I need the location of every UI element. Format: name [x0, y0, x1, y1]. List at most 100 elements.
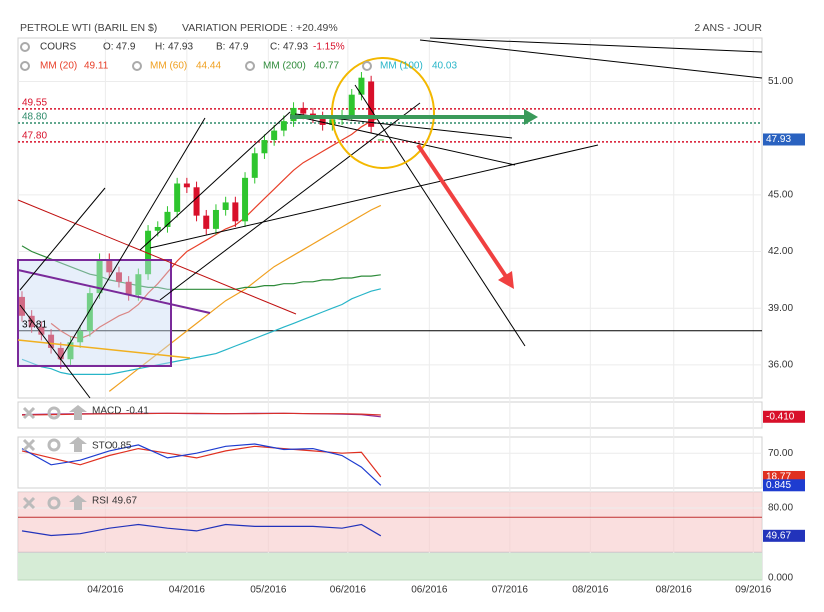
y-tick-label: 45.00 [768, 189, 793, 200]
legend-value: 40.03 [432, 61, 457, 72]
gear-icon[interactable] [47, 496, 61, 510]
price-tag-box [763, 479, 805, 492]
trend-line [429, 37, 763, 53]
candle-body [251, 153, 258, 178]
close-icon[interactable] [22, 496, 36, 510]
candle-body [145, 230, 152, 275]
move-icon[interactable] [69, 495, 87, 510]
arrow-head [524, 109, 538, 125]
gear-icon[interactable] [47, 406, 61, 420]
legend-value: 49.11 [84, 61, 109, 72]
x-tick-label: 05/2016 [250, 585, 287, 596]
arrow [416, 143, 509, 280]
legend-label: COURS [40, 42, 76, 53]
candle-body [125, 281, 132, 296]
price-tag: 18.77 [766, 472, 791, 483]
candle-body [57, 347, 64, 360]
trend-line [289, 114, 516, 166]
ohlc-value: 47.93 [168, 42, 193, 53]
toolbar-icons [20, 42, 372, 510]
mark-layer [18, 72, 384, 537]
y-tick-label: 36.00 [768, 360, 793, 371]
candle-body [319, 117, 326, 125]
moving-average [21, 288, 381, 375]
candle-body [232, 202, 239, 222]
candle-body [115, 272, 122, 282]
candle-body [290, 107, 297, 122]
y-tick-label: 42.00 [768, 246, 793, 257]
gear-icon[interactable] [47, 438, 61, 452]
candle-body [271, 130, 278, 141]
moving-average [21, 245, 381, 290]
indicator-line [21, 412, 381, 416]
candle-body [154, 226, 161, 231]
gear-icon[interactable] [245, 61, 255, 71]
trend-line [17, 199, 297, 315]
trend-line [19, 304, 91, 399]
indicator-value: 0.85 [112, 441, 132, 452]
price-tag-box [763, 410, 805, 423]
price-tag: 0.845 [766, 480, 791, 491]
candle-body [48, 334, 55, 348]
price-tag: 47.93 [766, 134, 791, 145]
ohlc-value: 47.9 [229, 42, 249, 53]
candle-body [212, 209, 219, 229]
close-icon[interactable] [22, 406, 36, 420]
grid-layer [17, 37, 763, 581]
gear-icon[interactable] [20, 61, 30, 71]
x-tick-label: 08/2016 [656, 585, 693, 596]
indicator-line [21, 445, 382, 478]
move-icon[interactable] [69, 405, 87, 420]
legend-value: 44.44 [196, 61, 221, 72]
change-label: -1.15% [313, 42, 345, 53]
gear-icon[interactable] [20, 42, 30, 52]
candle-body [261, 140, 268, 154]
gear-icon[interactable] [362, 61, 372, 71]
candle-body [174, 183, 181, 212]
y-tick-label: 80.00 [768, 503, 793, 514]
candle-body [368, 81, 375, 127]
indicator-value: 49.67 [112, 496, 137, 507]
legend-value: 40.77 [314, 61, 339, 72]
candle-body [280, 121, 287, 131]
candle-body [28, 315, 35, 328]
x-tick-label: 06/2016 [411, 585, 448, 596]
candle-body [348, 94, 355, 116]
y-tick-label: 0.000 [768, 573, 793, 584]
move-icon[interactable] [69, 437, 87, 452]
moving-average [108, 204, 382, 392]
ohlc-label: O: [103, 42, 114, 53]
trend-line [19, 187, 106, 291]
ohlc-label: C: [270, 42, 280, 53]
level-label: 49.55 [22, 98, 47, 109]
candle-body [193, 187, 200, 216]
gear-icon[interactable] [132, 61, 142, 71]
close-icon[interactable] [22, 438, 36, 452]
indicator-label: RSI [92, 496, 109, 507]
highlight-circle [331, 57, 435, 169]
level-label: 48.80 [22, 112, 47, 123]
arrow-head [498, 271, 514, 289]
candle-body [86, 293, 93, 331]
level-label: 47.80 [22, 131, 47, 142]
ohlc-label: B: [216, 42, 225, 53]
candle-body [77, 330, 84, 343]
legend-name: MM (20) [40, 61, 77, 72]
price-tag: 49.67 [766, 530, 791, 541]
candle-body [358, 77, 365, 95]
ohlc-label: H: [155, 42, 165, 53]
x-tick-label: 04/2016 [169, 585, 206, 596]
candle-body [242, 177, 249, 222]
legend-name: MM (60) [150, 61, 187, 72]
candle-body [203, 215, 210, 229]
trend-line [419, 39, 763, 79]
legend-name: MM (200) [263, 61, 306, 72]
indicator-label: MACD [92, 406, 121, 417]
candle-body [135, 274, 142, 296]
candle-body [164, 211, 171, 227]
x-tick-label: 08/2016 [572, 585, 609, 596]
x-tick-label: 06/2016 [330, 585, 367, 596]
x-tick-label: 09/2016 [735, 585, 772, 596]
x-tick-label: 07/2016 [492, 585, 529, 596]
